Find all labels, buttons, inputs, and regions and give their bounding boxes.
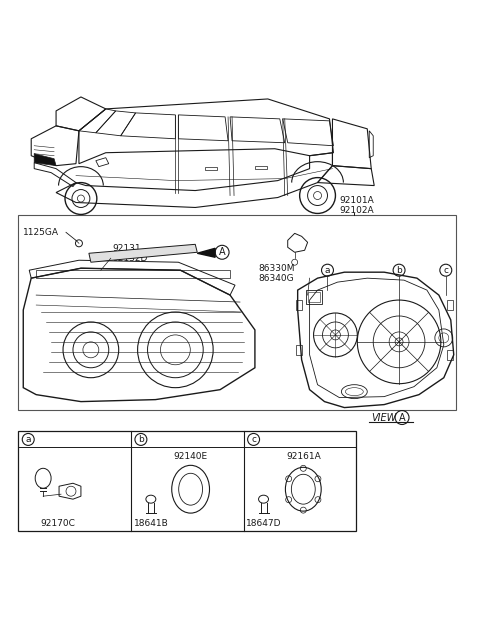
- Bar: [205, 167, 217, 170]
- Bar: [306, 290, 322, 304]
- Bar: [18, 216, 456, 409]
- Text: c: c: [251, 435, 256, 444]
- Polygon shape: [197, 248, 215, 257]
- Bar: [296, 345, 301, 355]
- Bar: [36, 270, 230, 278]
- Text: 92161A: 92161A: [286, 452, 321, 461]
- Text: VIEW: VIEW: [371, 413, 396, 423]
- Bar: [447, 350, 453, 360]
- Text: 92101A: 92101A: [339, 196, 374, 205]
- Text: 92140E: 92140E: [174, 452, 208, 461]
- Text: 86330M: 86330M: [258, 264, 294, 273]
- Text: A: A: [219, 247, 226, 257]
- Text: b: b: [138, 435, 144, 444]
- Text: a: a: [325, 266, 330, 275]
- Bar: [447, 300, 453, 310]
- Text: a: a: [25, 435, 31, 444]
- Text: 92170C: 92170C: [41, 519, 75, 527]
- Bar: [296, 300, 301, 310]
- Text: 92132D: 92132D: [113, 254, 148, 263]
- Text: 1125GA: 1125GA: [23, 228, 59, 237]
- Text: A: A: [399, 413, 406, 423]
- Text: 18641B: 18641B: [133, 519, 168, 527]
- Text: 92131: 92131: [113, 244, 142, 253]
- Text: 92102A: 92102A: [339, 206, 374, 215]
- Text: b: b: [396, 266, 402, 275]
- Bar: [255, 166, 267, 169]
- Polygon shape: [89, 245, 197, 262]
- Text: 86340G: 86340G: [258, 273, 294, 283]
- Bar: [18, 431, 356, 531]
- Text: 18647D: 18647D: [246, 519, 281, 527]
- Text: c: c: [444, 266, 448, 275]
- Polygon shape: [34, 154, 56, 166]
- Bar: [308, 292, 320, 302]
